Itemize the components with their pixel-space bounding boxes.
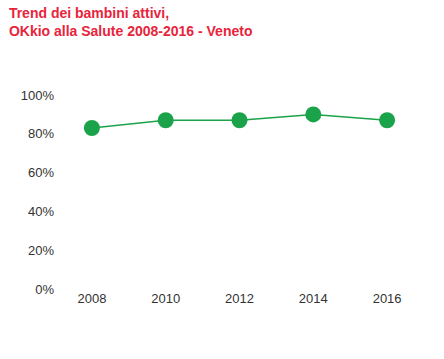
svg-text:100%: 100% (21, 88, 55, 103)
svg-text:0%: 0% (35, 282, 54, 297)
svg-text:Trend dei bambini attivi,OKkio: Trend dei bambini attivi,OKkio alla Salu… (9, 5, 253, 39)
svg-text:2010: 2010 (151, 291, 180, 306)
svg-text:80%: 80% (28, 126, 54, 141)
svg-text:2008: 2008 (77, 291, 106, 306)
svg-text:60%: 60% (28, 165, 54, 180)
svg-text:20%: 20% (28, 243, 54, 258)
svg-text:2016: 2016 (373, 291, 402, 306)
svg-text:2012: 2012 (225, 291, 254, 306)
svg-text:2014: 2014 (299, 291, 328, 306)
svg-text:40%: 40% (28, 204, 54, 219)
